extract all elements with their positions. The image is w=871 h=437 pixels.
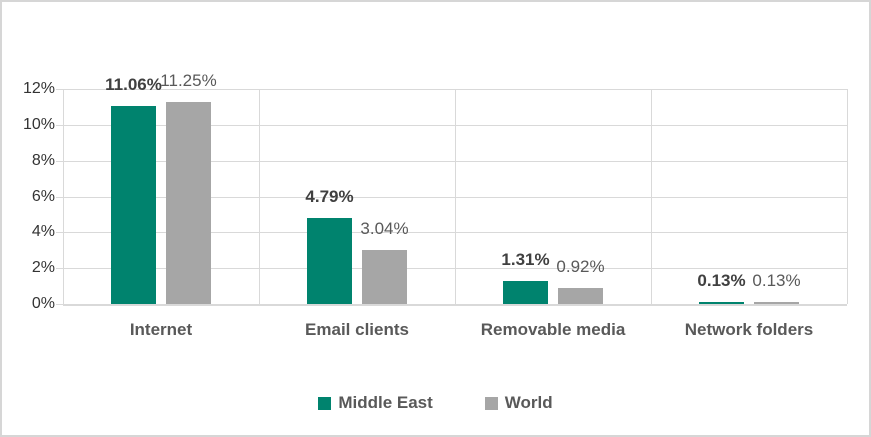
legend-item-middle-east: Middle East bbox=[318, 393, 433, 413]
data-label: 3.04% bbox=[360, 219, 409, 238]
y-tick-label: 12% bbox=[22, 80, 55, 97]
y-axis-tick bbox=[56, 125, 63, 126]
bar-middle-east bbox=[307, 218, 352, 304]
bar-middle-east bbox=[503, 281, 548, 304]
y-axis-tick bbox=[56, 268, 63, 269]
y-tick-label: 8% bbox=[31, 152, 55, 169]
data-label: 0.13% bbox=[697, 271, 746, 290]
category-boundary-gridline bbox=[651, 89, 652, 304]
category-boundary-gridline bbox=[259, 89, 260, 304]
legend: Middle East World bbox=[2, 392, 869, 414]
y-axis-tick bbox=[56, 304, 63, 305]
category-boundary-gridline bbox=[63, 89, 64, 304]
category-boundary-gridline bbox=[847, 89, 848, 304]
data-label: 4.79% bbox=[305, 187, 354, 206]
y-gridline bbox=[63, 304, 847, 306]
category-label: Network folders bbox=[684, 320, 814, 339]
legend-item-world: World bbox=[484, 393, 553, 413]
legend-label: World bbox=[504, 393, 553, 412]
category-label: Removable media bbox=[480, 320, 626, 339]
data-label: 11.06% bbox=[105, 75, 162, 94]
y-axis-tick bbox=[56, 197, 63, 198]
bar-middle-east bbox=[699, 302, 744, 304]
bar-world bbox=[558, 288, 603, 304]
y-axis-tick bbox=[56, 161, 63, 162]
legend-swatch bbox=[484, 396, 498, 410]
bar-world bbox=[362, 250, 407, 304]
y-tick-label: 10% bbox=[22, 116, 55, 133]
y-axis-tick bbox=[56, 232, 63, 233]
y-axis-tick bbox=[56, 89, 63, 90]
data-label: 11.25% bbox=[160, 71, 217, 90]
data-label: 0.92% bbox=[556, 257, 605, 276]
category-label: Email clients bbox=[305, 320, 409, 339]
category-boundary-gridline bbox=[455, 89, 456, 304]
category-label: Internet bbox=[129, 320, 193, 339]
bar-middle-east bbox=[111, 106, 156, 304]
y-tick-label: 0% bbox=[31, 295, 55, 312]
y-tick-label: 2% bbox=[31, 259, 55, 276]
data-label: 1.31% bbox=[501, 250, 550, 269]
legend-swatch bbox=[318, 396, 332, 410]
bar-world bbox=[166, 102, 211, 304]
y-tick-label: 6% bbox=[31, 188, 55, 205]
data-label: 0.13% bbox=[752, 271, 801, 290]
bar-world bbox=[754, 302, 799, 304]
legend-label: Middle East bbox=[338, 393, 433, 412]
y-tick-label: 4% bbox=[31, 223, 55, 240]
